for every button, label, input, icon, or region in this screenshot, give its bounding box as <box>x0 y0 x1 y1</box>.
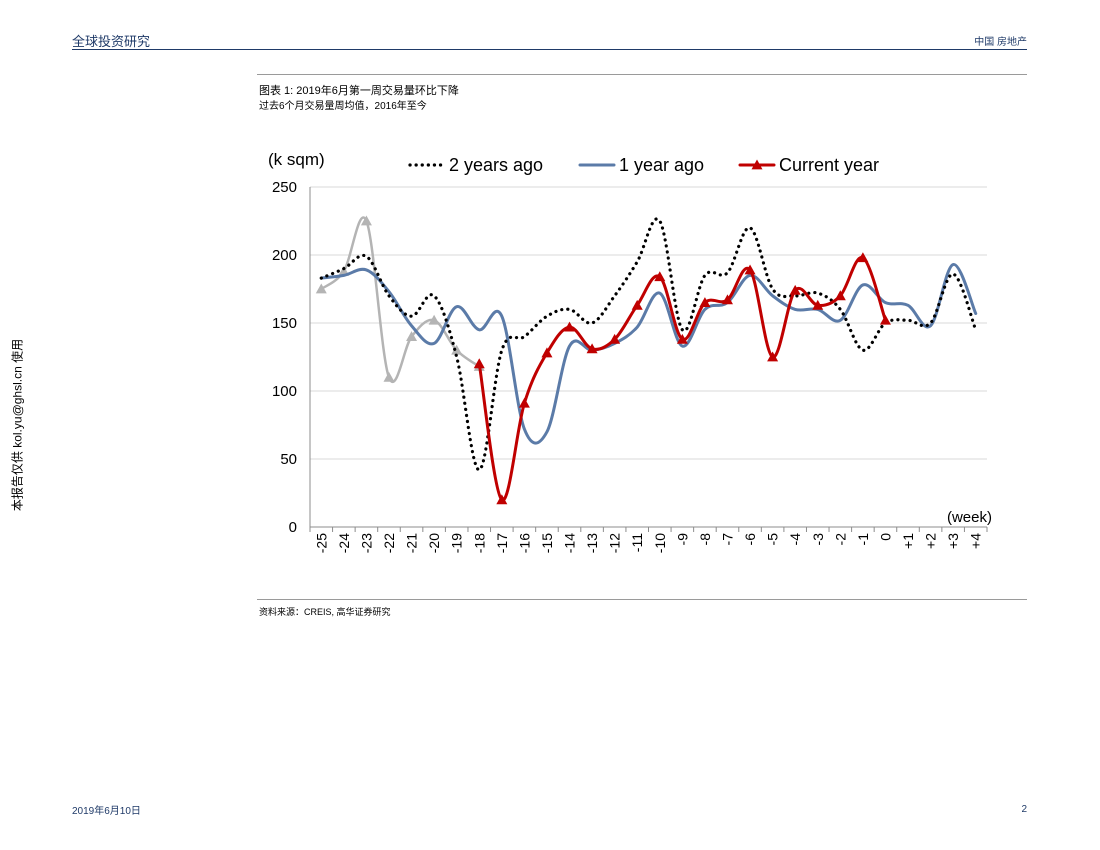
x-tick-label: -23 <box>358 533 374 553</box>
data-point-current-year <box>744 264 756 275</box>
x-tick-label: -16 <box>516 533 532 553</box>
data-point-current-year <box>564 321 576 332</box>
y-tick-label: 200 <box>272 247 297 264</box>
x-tick-label: -14 <box>562 533 578 553</box>
data-point-prior-current-year <box>451 344 463 355</box>
x-tick-label: -6 <box>742 533 758 546</box>
x-tick-label: -18 <box>471 533 487 553</box>
header-divider <box>72 49 1027 50</box>
x-tick-label: -20 <box>426 533 442 553</box>
x-tick-label: 0 <box>877 533 893 541</box>
x-tick-label: -19 <box>449 533 465 553</box>
data-point-current-year <box>789 284 801 295</box>
data-point-current-year <box>676 333 688 344</box>
series-line-2-years-ago <box>319 217 978 472</box>
data-point-current-year <box>834 290 846 301</box>
x-tick-label: -7 <box>719 533 735 546</box>
y-axis-unit-label: (k sqm) <box>268 150 325 169</box>
data-point-current-year <box>812 299 824 310</box>
legend-label-1-year-ago: 1 year ago <box>619 155 704 175</box>
x-tick-label: -1 <box>855 533 871 546</box>
series-line-current-year <box>477 256 887 502</box>
data-point-current-year <box>654 271 666 282</box>
legend-label-2-years-ago: 2 years ago <box>449 155 543 175</box>
data-point-current-year <box>609 333 621 344</box>
series-line-prior-current-year <box>320 216 481 383</box>
data-point-current-year <box>631 299 643 310</box>
data-point-current-year <box>496 494 508 505</box>
gridlines <box>310 186 987 460</box>
x-tick-label: -9 <box>674 533 690 546</box>
y-tick-label: 150 <box>272 315 297 332</box>
x-tick-label: -5 <box>765 533 781 546</box>
data-point-current-year <box>721 294 733 305</box>
data-point-current-year <box>857 252 869 263</box>
x-axis-unit-label: (week) <box>947 509 992 526</box>
series-lines <box>315 215 978 505</box>
data-point-prior-current-year <box>383 371 395 382</box>
source-note: 资料来源：CREIS, 高华证券研究 <box>259 607 391 617</box>
data-point-current-year <box>518 397 530 408</box>
x-tick-label: -3 <box>810 533 826 546</box>
exhibit-subtitle: 过去6个月交易量周均值，2016年至今 <box>259 101 427 112</box>
data-point-prior-current-year <box>315 283 327 294</box>
x-tick-label: +1 <box>900 533 916 549</box>
data-point-prior-current-year <box>428 314 440 325</box>
x-tick-label: -21 <box>404 533 420 553</box>
x-tick-label: +2 <box>923 533 939 549</box>
y-tick-label: 250 <box>272 179 297 196</box>
x-tick-label: -24 <box>336 533 352 553</box>
caption-divider-top <box>257 74 1027 75</box>
data-point-current-year <box>699 297 711 307</box>
license-side-note: 本报告仅供 kol.yu@ghsl.cn 使用 <box>10 338 25 512</box>
x-tick-label: +3 <box>945 533 961 549</box>
series-line-1-year-ago <box>319 263 978 445</box>
data-point-current-year <box>879 314 891 325</box>
y-tick-label: 100 <box>272 383 297 400</box>
caption-divider-bottom <box>257 599 1027 600</box>
x-tick-label: +4 <box>968 533 984 549</box>
x-tick-label: -10 <box>652 533 668 553</box>
header-sector: 中国 房地产 <box>974 37 1027 48</box>
y-tick-label: 50 <box>280 451 297 468</box>
data-point-current-year <box>767 351 779 362</box>
x-tick-label: -22 <box>381 533 397 553</box>
legend: 2 years ago 1 year ago Current year <box>408 155 879 175</box>
x-tick-label: -12 <box>607 533 623 553</box>
data-point-current-year <box>473 358 485 369</box>
y-tick-label: 0 <box>289 519 297 536</box>
x-tick-label: -11 <box>629 533 645 552</box>
footer-date: 2019年6月10日 <box>72 806 141 817</box>
data-point-current-year <box>541 347 553 358</box>
x-tick-label: -4 <box>787 533 803 546</box>
exhibit-title: 图表 1: 2019年6月第一周交易量环比下降 <box>259 85 459 97</box>
x-tick-label: -25 <box>313 533 329 553</box>
legend-marker-current-year <box>751 159 763 170</box>
x-tick-label: -15 <box>539 533 555 553</box>
x-tick-label: -17 <box>494 533 510 553</box>
data-point-prior-current-year <box>406 331 418 341</box>
data-point-current-year <box>586 343 598 354</box>
data-point-prior-current-year <box>360 215 372 226</box>
header-title: 全球投资研究 <box>72 34 151 49</box>
legend-label-current-year: Current year <box>779 155 879 175</box>
x-tick-label: -2 <box>832 533 848 546</box>
x-tick-label: -13 <box>584 533 600 553</box>
page-number: 2 <box>1021 804 1027 815</box>
x-tick-label: -8 <box>697 533 713 546</box>
